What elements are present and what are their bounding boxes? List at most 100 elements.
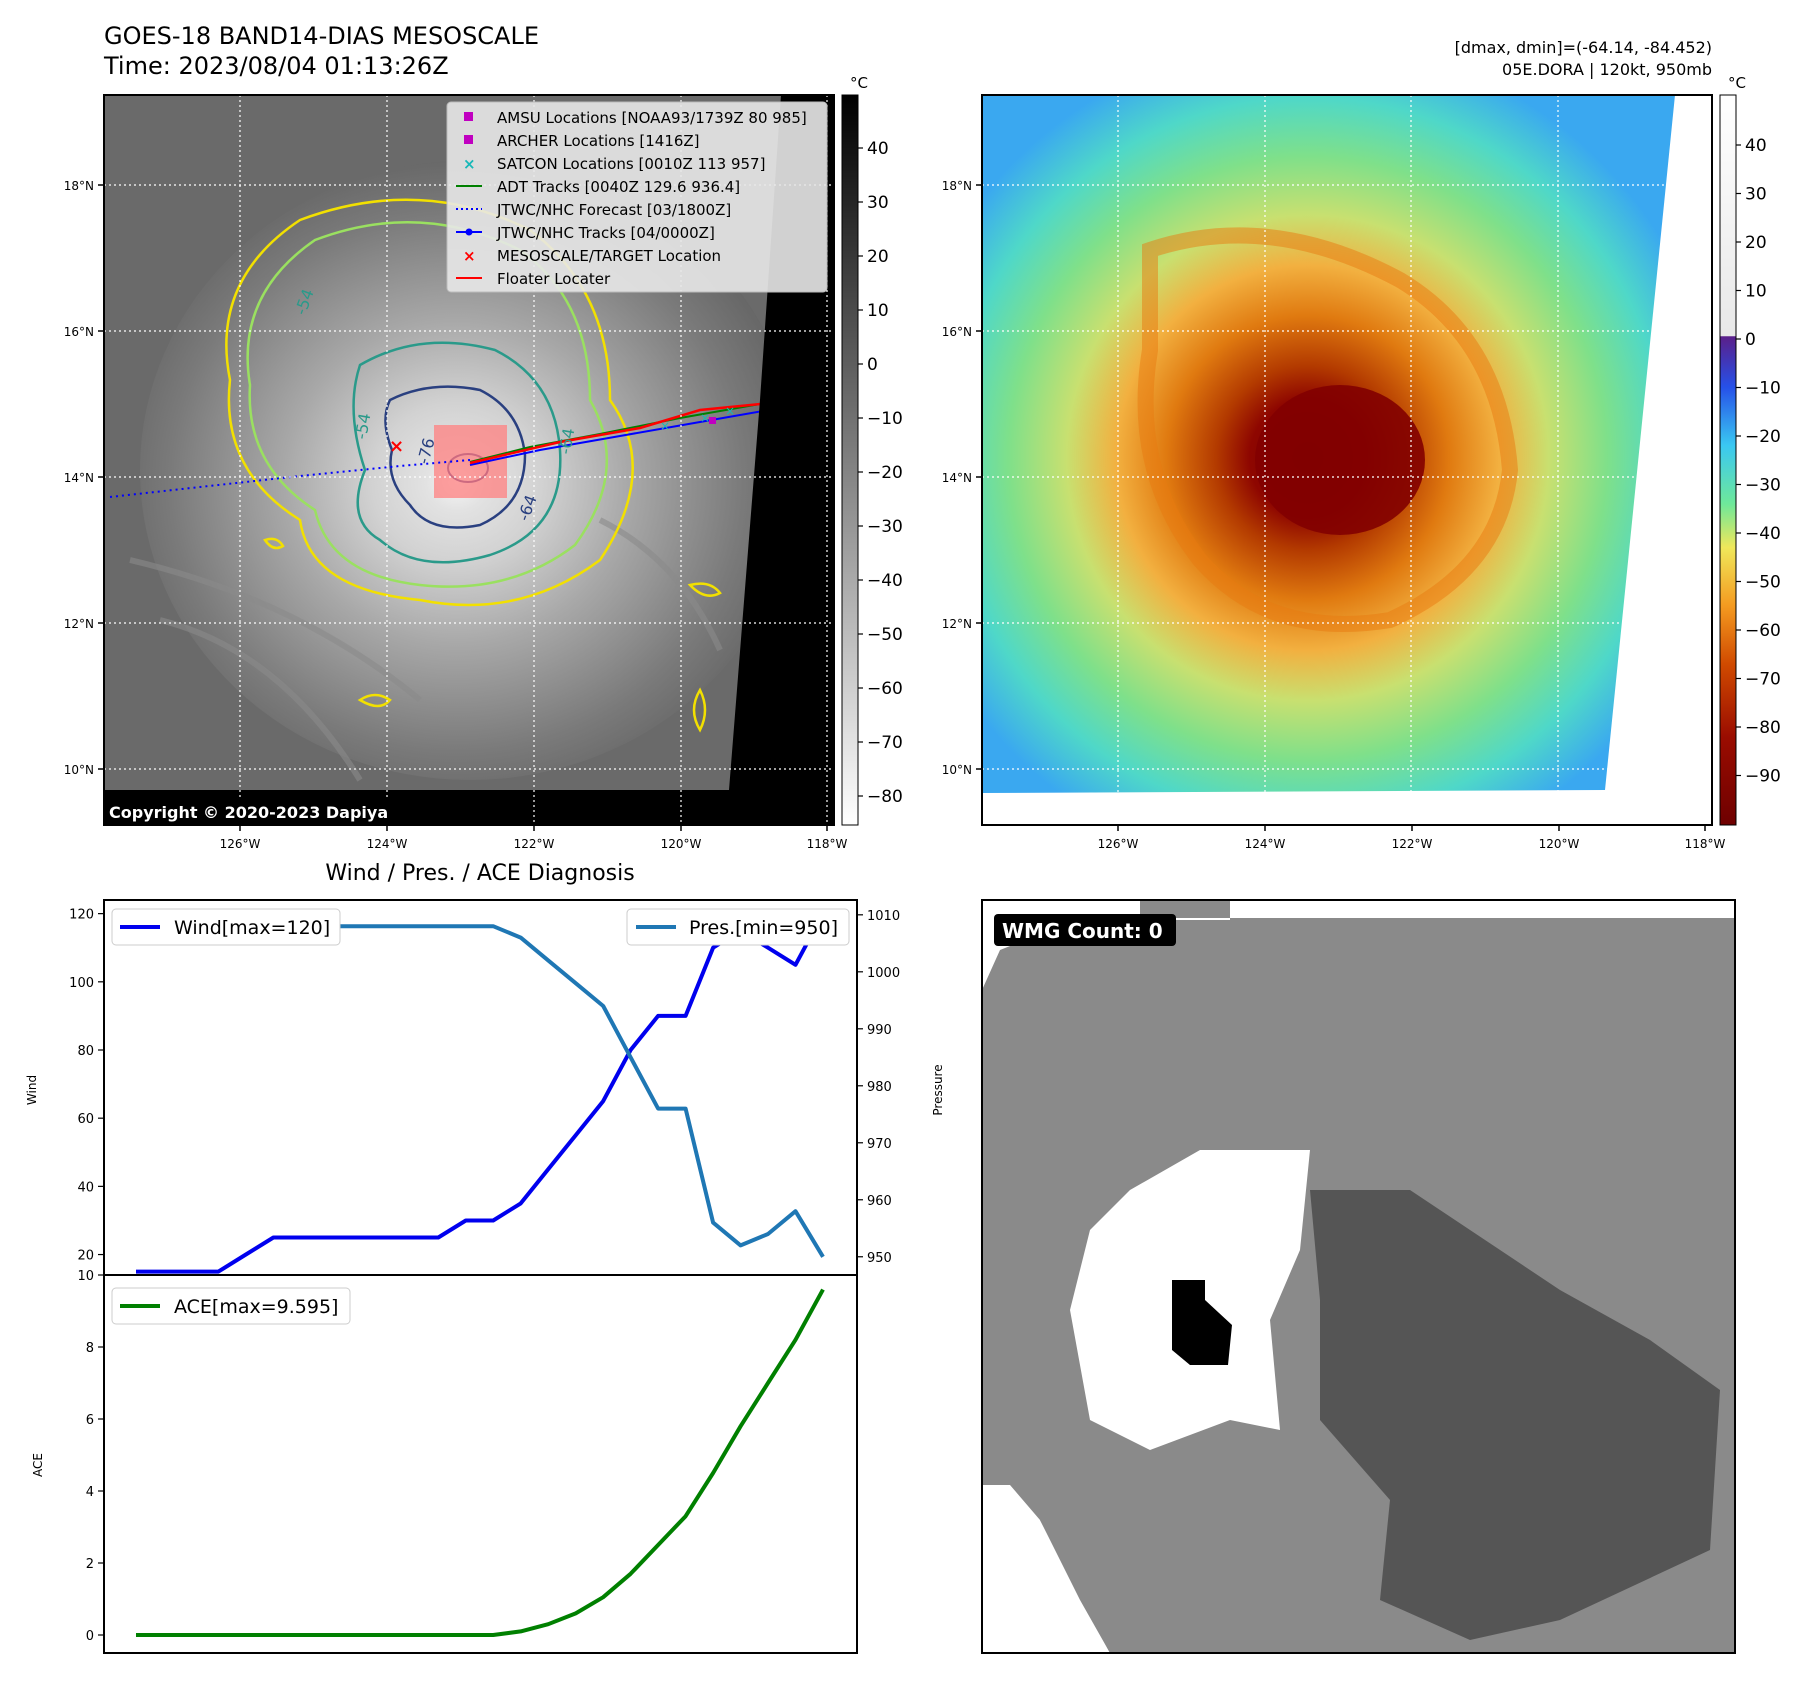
lon-tick-label: 122°W (1392, 837, 1433, 851)
wind-tick-label: 20 (77, 1249, 94, 1264)
lat-tick-label: 16°N (942, 325, 972, 339)
cold-core (1255, 385, 1425, 535)
wind-tick-label: 40 (77, 1180, 94, 1195)
lon-tick-label: 124°W (367, 837, 408, 851)
colorbar-tick-label: 20 (867, 247, 889, 267)
copyright-text: Copyright © 2020-2023 Dapiya (109, 803, 388, 822)
forecast-track-line (109, 459, 471, 498)
colorbar-tick-label: 20 (1745, 233, 1767, 253)
legend-label: AMSU Locations [NOAA93/1739Z 80 985] (497, 109, 807, 127)
ace-tick-label: 0 (86, 1629, 94, 1644)
legend-item: JTWC/NHC Forecast [03/1800Z] (456, 201, 731, 219)
lon-tick-label: 118°W (807, 837, 848, 851)
ir-map-panel: ××××× × -54 -54 -76 -64 - (64, 94, 848, 851)
ace-tick-label: 8 (86, 1341, 94, 1356)
wmg-white-bottomleft (982, 1485, 1110, 1653)
target-marker: × (389, 436, 404, 457)
wmg-label: WMG Count: 0 (1002, 919, 1163, 943)
ace-chart: 0 2 4 6 8 10 ACE ACE[max=9.595] (31, 1269, 858, 1654)
ace-tick-label: 2 (86, 1557, 94, 1572)
colorbar-tick-label: −20 (867, 463, 903, 483)
legend-marker (464, 112, 473, 121)
diag-title: Wind / Pres. / ACE Diagnosis (325, 861, 634, 886)
colorbar-tick-label: 0 (867, 355, 878, 375)
pressure-tick-label: 970 (867, 1137, 892, 1152)
legend-label: ARCHER Locations [1416Z] (497, 132, 700, 150)
legend-item: AMSU Locations [NOAA93/1739Z 80 985] (464, 109, 807, 127)
lon-tick-label: 120°W (661, 837, 702, 851)
ace-legend: ACE[max=9.595] (111, 1287, 351, 1325)
legend-label: ADT Tracks [0040Z 129.6 936.4] (497, 178, 740, 196)
pressure-tick-label: 1010 (867, 909, 900, 924)
colorbar-unit: °C (850, 74, 868, 92)
legend-label: JTWC/NHC Tracks [04/0000Z] (496, 224, 715, 242)
colorbar-tick-label: −70 (1745, 670, 1781, 690)
lat-ticks: 18°N 16°N 14°N 12°N 10°N (942, 179, 982, 777)
legend-item: ARCHER Locations [1416Z] (464, 132, 700, 150)
wind-axis-label: Wind (25, 1075, 39, 1105)
ir-map-frame (103, 94, 835, 826)
svg-text:×: × (660, 419, 670, 433)
legend-marker (465, 228, 473, 236)
legend-label: JTWC/NHC Forecast [03/1800Z] (496, 201, 731, 219)
ace-series-line (136, 1288, 825, 1637)
colorbar-unit: °C (1728, 74, 1746, 92)
map-legend: AMSU Locations [NOAA93/1739Z 80 985] ARCH… (446, 101, 828, 293)
colorbar-tick-label: −60 (867, 679, 903, 699)
wind-tick-label: 100 (69, 976, 94, 991)
navy-contour (384, 385, 527, 529)
wmg-label-bg (994, 914, 1176, 946)
colorbar-tick-label: −80 (867, 787, 903, 807)
wind-series-line (136, 912, 825, 1274)
legend-marker (464, 135, 473, 144)
colorbar-tick-label: 30 (1745, 185, 1767, 205)
colorbar-tick-label: −90 (1745, 767, 1781, 787)
color-map-grid (982, 95, 1712, 825)
lat-tick-label: 12°N (942, 617, 972, 631)
colorbar-tick-label: −80 (1745, 718, 1781, 738)
colorbar-tick-label: 40 (1745, 136, 1767, 156)
legend-item: ADT Tracks [0040Z 129.6 936.4] (456, 178, 740, 196)
svg-text:Pres.[min=950]: Pres.[min=950] (689, 917, 838, 939)
color-colorbar: °C 40 30 20 10 0 −10 −20 −30 −40 −50 −60 −70 −80 −90 (1719, 74, 1781, 826)
teal-contour (352, 341, 562, 564)
legend-label: MESOSCALE/TARGET Location (497, 247, 721, 265)
stats-text: [dmax, dmin]=(-64.14, -84.452) (1455, 38, 1712, 57)
colorbar-tick-label: 10 (867, 301, 889, 321)
contour-label: -64 (555, 427, 578, 456)
wind-tick-label: 60 (77, 1112, 94, 1127)
lat-tick-label: 10°N (942, 763, 972, 777)
lat-tick-label: 18°N (64, 179, 94, 193)
wmg-panel: WMG Count: 0 (981, 899, 1736, 1654)
pressure-tick-label: 990 (867, 1023, 892, 1038)
wind-tick-label: 80 (77, 1044, 94, 1059)
lon-ticks: 126°W 124°W 122°W 120°W 118°W (220, 825, 848, 851)
svg-text:×: × (725, 404, 735, 418)
colorbar-tick-label: −40 (1745, 524, 1781, 544)
legend-item: × SATCON Locations [0010Z 113 957] (463, 155, 765, 173)
colorbar-tick-label: 40 (867, 139, 889, 159)
ace-tick-label: 4 (86, 1485, 94, 1500)
wmg-core (1172, 1280, 1232, 1365)
wind-tick-label: 120 (69, 908, 94, 923)
ace-tick-label: 10 (77, 1269, 94, 1284)
figure-time: Time: 2023/08/04 01:13:26Z (103, 52, 449, 80)
legend-label: SATCON Locations [0010Z 113 957] (497, 155, 765, 173)
colorbar-tick-label: −10 (867, 409, 903, 429)
legend-label: Floater Locater (497, 270, 611, 288)
pressure-axis-label: Pressure (931, 1064, 945, 1115)
lon-tick-label: 122°W (514, 837, 555, 851)
storm-info: 05E.DORA | 120kt, 950mb (1502, 60, 1712, 79)
lon-tick-label: 126°W (1098, 837, 1139, 851)
color-map-panel: 126°W 124°W 122°W 120°W 118°W 18°N 16°N 14°N 12… (942, 94, 1726, 851)
lon-tick-label: 120°W (1539, 837, 1580, 851)
lon-tick-label: 124°W (1245, 837, 1286, 851)
lat-tick-label: 18°N (942, 179, 972, 193)
legend-marker: × (463, 247, 476, 265)
pressure-tick-label: 950 (867, 1251, 892, 1266)
lat-tick-label: 12°N (64, 617, 94, 631)
yellow-blobs (263, 537, 722, 733)
copyright-bg (104, 800, 416, 825)
orange-band (1137, 227, 1519, 632)
lat-tick-label: 16°N (64, 325, 94, 339)
